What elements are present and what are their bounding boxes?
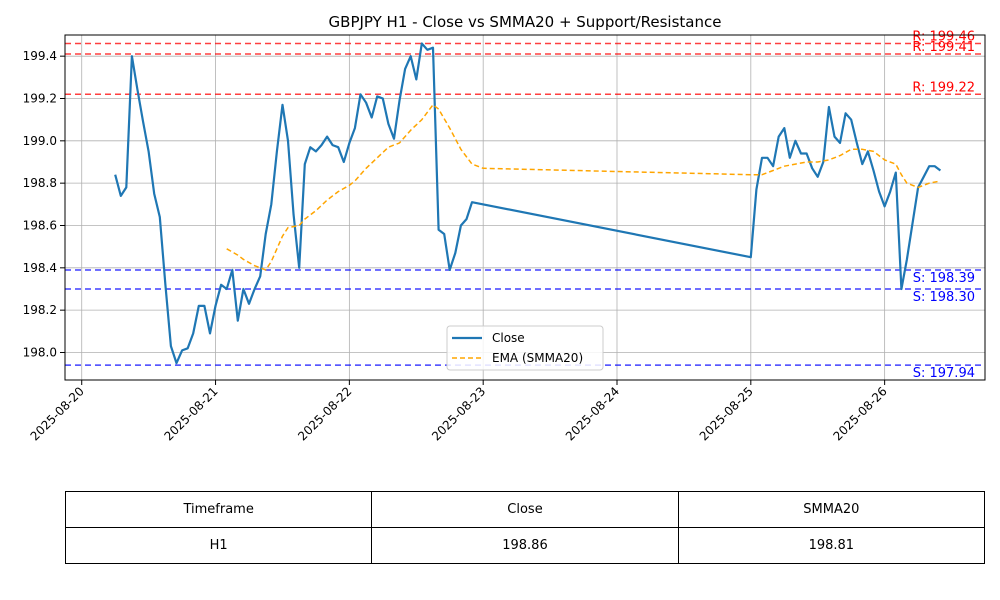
chart-title: GBPJPY H1 - Close vs SMMA20 + Support/Re… (329, 13, 722, 31)
legend-label-close: Close (492, 331, 525, 345)
x-tick-label: 2025-08-25 (697, 384, 756, 443)
legend: Close EMA (SMMA20) (446, 325, 604, 371)
x-tick-label: 2025-08-26 (831, 384, 890, 443)
support-label: S: 198.30 (913, 290, 975, 305)
support-resistance-levels: R: 199.46R: 199.41 R: 199.22 S: 198.39 S: 1… (65, 29, 985, 381)
y-tick-label: 199.4 (23, 49, 57, 63)
table-header-cell: Timeframe (64, 491, 373, 528)
y-tick-label: 198.0 (23, 345, 57, 359)
y-tick-label: 198.8 (23, 176, 57, 190)
table-cell: 198.86 (371, 527, 679, 564)
series (114, 42, 942, 365)
close-series-line (114, 42, 942, 365)
table-header-cell: SMMA20 (677, 491, 986, 528)
resistance-label: R: 199.22 (912, 80, 975, 95)
x-tick-label: 2025-08-23 (429, 384, 488, 443)
legend-label-smma: EMA (SMMA20) (492, 351, 583, 365)
table-cell: 198.81 (677, 527, 986, 564)
x-tick-label: 2025-08-20 (28, 384, 87, 443)
legend-box (446, 325, 604, 371)
table-header-cell: Close (371, 491, 679, 528)
x-tick-label: 2025-08-24 (563, 384, 622, 443)
table-header-row: Timeframe Close SMMA20 (64, 491, 986, 528)
resistance-label: R: 199.41 (912, 40, 975, 55)
y-tick-label: 199.2 (23, 91, 57, 105)
y-tick-label: 198.4 (23, 261, 57, 275)
smma20-series-line (226, 104, 941, 271)
table-cell: H1 (64, 527, 373, 564)
x-tick-label: 2025-08-21 (161, 384, 220, 443)
plot-frame (64, 34, 986, 381)
chart: GBPJPY H1 - Close vs SMMA20 + Support/Re… (23, 13, 986, 443)
y-tick-label: 199.0 (23, 134, 57, 148)
y-tick-label: 198.2 (23, 303, 57, 317)
summary-table-container: Timeframe Close SMMA20 H1 198.86 198.81 (64, 491, 986, 564)
summary-table: Timeframe Close SMMA20 H1 198.86 198.81 (64, 491, 986, 564)
grid (65, 35, 985, 380)
support-label: S: 198.39 (913, 271, 975, 286)
resistance-label: R: 199.46 (912, 29, 975, 44)
x-tick-label: 2025-08-22 (295, 384, 354, 443)
support-label: S: 197.94 (913, 366, 975, 381)
y-tick-label: 198.6 (23, 218, 57, 232)
table-row: H1 198.86 198.81 (64, 527, 986, 564)
